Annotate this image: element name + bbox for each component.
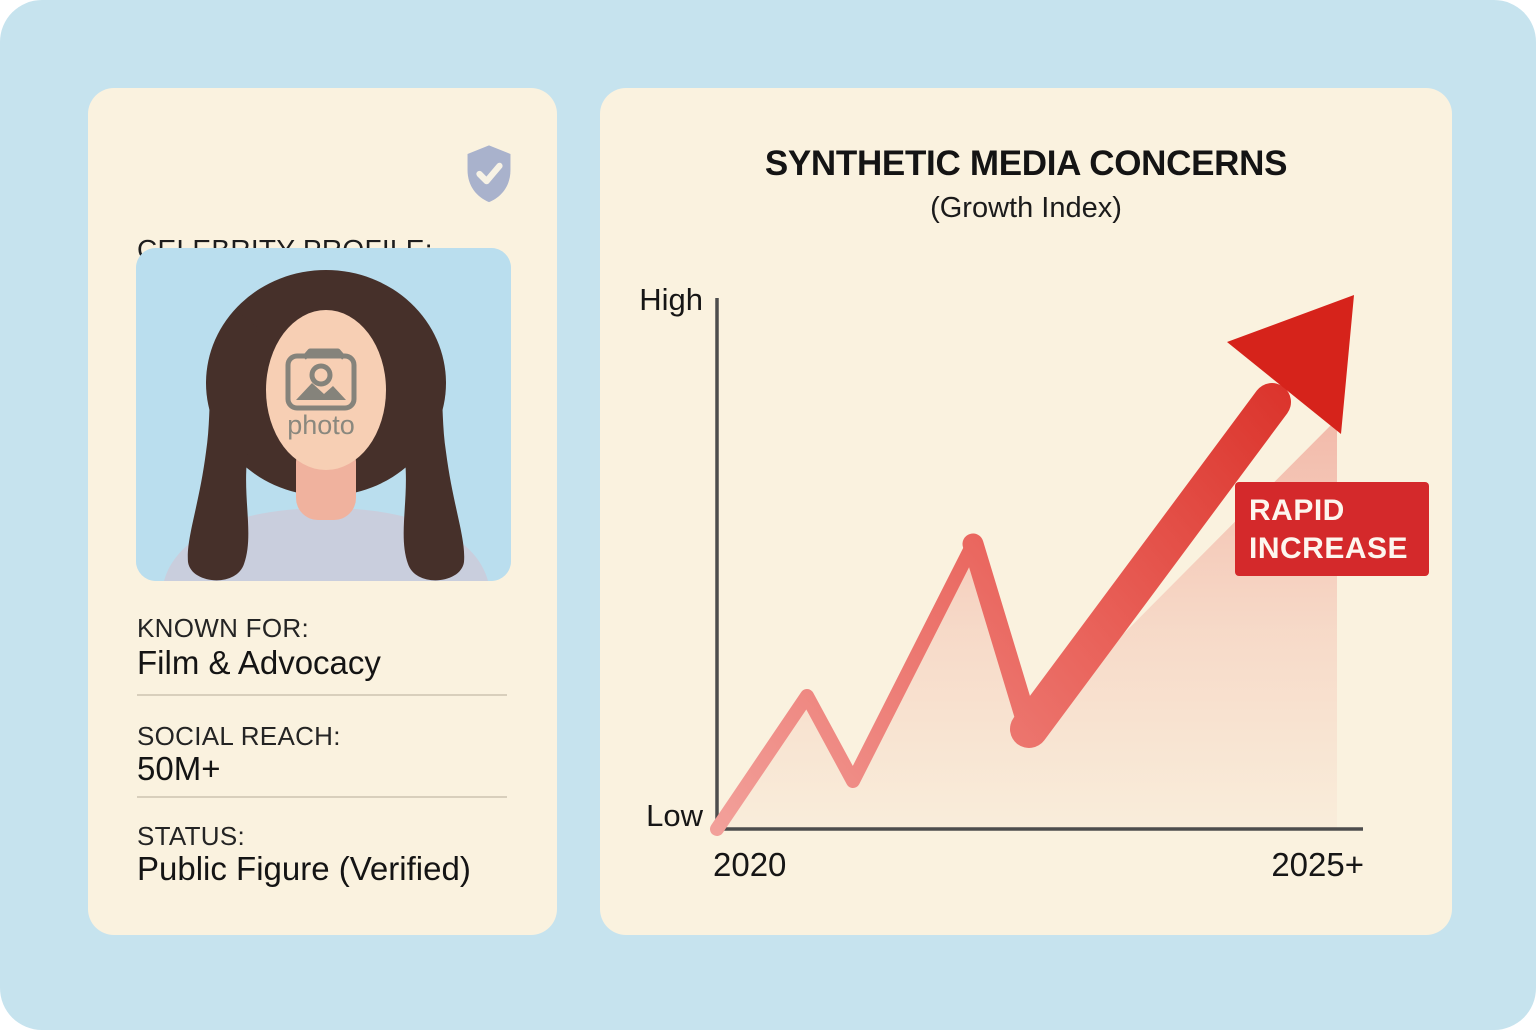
celebrity-profile-card: CELEBRITY PROFILE: JANE DOE <box>88 88 557 935</box>
social-reach-value: 50M+ <box>137 750 221 787</box>
rapid-increase-badge: RAPID INCREASE <box>1235 482 1429 576</box>
known-for-label: KNOWN FOR: <box>137 613 309 643</box>
growth-line-thin <box>710 537 980 836</box>
divider <box>137 796 507 798</box>
status-value: Public Figure (Verified) <box>137 850 471 887</box>
divider <box>137 694 507 696</box>
y-axis-label-high: High <box>639 282 703 317</box>
chart-subtitle: (Growth Index) <box>930 192 1122 224</box>
x-axis-label-2025: 2025+ <box>1271 846 1364 883</box>
camera-icon <box>285 348 357 411</box>
y-axis-label-low: Low <box>646 798 703 833</box>
badge-line1: RAPID <box>1249 494 1345 527</box>
growth-line-mid <box>962 533 1040 740</box>
known-for-value: Film & Advocacy <box>137 644 381 681</box>
badge-line2: INCREASE <box>1249 532 1409 565</box>
social-reach-label: SOCIAL REACH: <box>137 721 341 751</box>
arrow-head <box>1227 295 1354 434</box>
growth-line-chart <box>710 295 1363 836</box>
verified-shield-icon <box>460 143 518 205</box>
photo-placeholder: photo <box>136 248 511 581</box>
arrow-shaft <box>1010 383 1291 748</box>
status-label: STATUS: <box>137 821 246 851</box>
avatar-illustration: photo <box>136 248 511 581</box>
x-axis-label-2020: 2020 <box>713 846 787 883</box>
photo-caption: photo <box>287 410 355 440</box>
area-fill <box>717 419 1337 829</box>
chart-title: SYNTHETIC MEDIA CONCERNS <box>764 144 1288 183</box>
growth-chart-card: SYNTHETIC MEDIA CONCERNS (Growth Index) <box>600 88 1452 935</box>
